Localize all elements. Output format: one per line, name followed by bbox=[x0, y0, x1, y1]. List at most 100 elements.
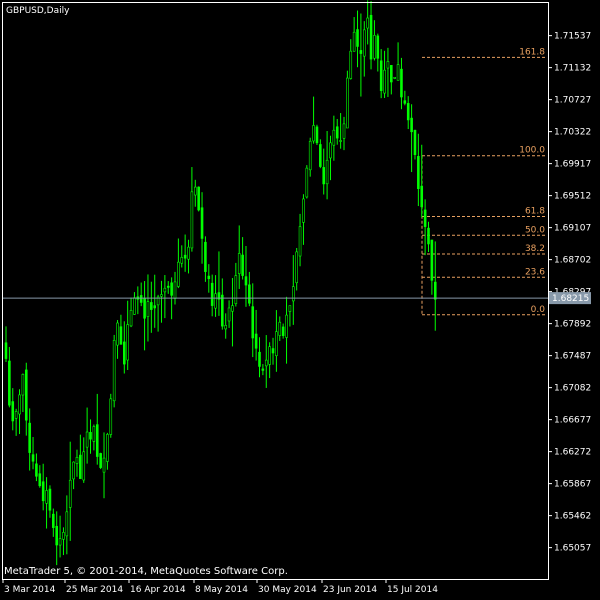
candle-body bbox=[308, 140, 312, 171]
candle-body bbox=[362, 29, 366, 57]
candle-body bbox=[322, 167, 326, 185]
fibonacci-level-label: 50.0 bbox=[525, 225, 545, 235]
candle-body bbox=[68, 479, 72, 508]
candle-body bbox=[335, 126, 339, 139]
candle-body bbox=[417, 156, 420, 189]
candle-body bbox=[271, 348, 275, 354]
candle-body bbox=[52, 513, 55, 528]
candle-body bbox=[82, 451, 86, 481]
candle-body bbox=[41, 481, 45, 502]
candle-body bbox=[319, 144, 322, 167]
candle-body bbox=[373, 35, 376, 59]
price-tick-label: 1.70322 bbox=[554, 128, 591, 138]
candle-body bbox=[146, 301, 150, 317]
price-tick-label: 1.65057 bbox=[554, 544, 591, 554]
candle-body bbox=[420, 185, 424, 208]
candle-body bbox=[400, 68, 403, 98]
candle-body bbox=[254, 333, 258, 349]
candle-body bbox=[72, 461, 75, 480]
candle-body bbox=[366, 17, 369, 29]
candle-body bbox=[329, 142, 332, 159]
price-tick-label: 1.68702 bbox=[554, 256, 591, 266]
candle-body bbox=[302, 198, 305, 223]
candle-body bbox=[116, 322, 119, 346]
candle-body bbox=[193, 186, 197, 196]
candle-body bbox=[62, 532, 65, 540]
candle-body bbox=[396, 64, 400, 81]
candle-body bbox=[288, 305, 292, 312]
fibonacci-level-label: 61.8 bbox=[525, 206, 545, 216]
candle-body bbox=[126, 324, 129, 361]
date-tick-label: 23 Jun 2014 bbox=[323, 585, 377, 595]
candle-body bbox=[102, 457, 106, 473]
candle-body bbox=[224, 325, 227, 330]
candle-body bbox=[75, 457, 79, 464]
date-tick-label: 15 Jul 2014 bbox=[387, 585, 438, 595]
candle-body bbox=[79, 454, 82, 479]
candle-body bbox=[268, 346, 271, 365]
candle-body bbox=[383, 69, 386, 94]
candle-body bbox=[4, 342, 8, 359]
candle-body bbox=[150, 302, 153, 310]
candle-body bbox=[119, 326, 123, 345]
candle-body bbox=[369, 14, 373, 60]
price-tick-label: 1.70727 bbox=[554, 96, 591, 106]
candle-body bbox=[200, 207, 204, 239]
price-tick-label: 1.67892 bbox=[554, 320, 591, 330]
candle-body bbox=[349, 50, 353, 79]
candle-body bbox=[156, 296, 160, 306]
candle-body bbox=[423, 209, 427, 227]
price-tick-label: 1.65867 bbox=[554, 480, 591, 490]
fibonacci-level-label: 0.0 bbox=[531, 305, 546, 315]
candle-body bbox=[258, 351, 261, 367]
fibonacci-level-label: 100.0 bbox=[519, 146, 545, 156]
candle-body bbox=[207, 275, 211, 280]
candle-body bbox=[95, 424, 99, 457]
candle-body bbox=[14, 411, 18, 419]
candle-body bbox=[55, 525, 59, 546]
candle-body bbox=[261, 368, 265, 371]
candle-body bbox=[241, 254, 244, 276]
candle-body bbox=[339, 140, 342, 142]
price-tick-label: 1.66677 bbox=[554, 416, 591, 426]
candle-body bbox=[312, 125, 315, 142]
candle-body bbox=[24, 369, 28, 421]
price-tick-label: 1.71132 bbox=[554, 64, 591, 74]
bid-price-box bbox=[549, 292, 591, 305]
candle-body bbox=[285, 314, 288, 338]
candle-body bbox=[187, 246, 190, 260]
candle-body bbox=[210, 282, 214, 306]
candle-body bbox=[376, 35, 380, 59]
price-tick-label: 1.67487 bbox=[554, 352, 591, 362]
candle-body bbox=[234, 275, 238, 304]
bid-price-label: 1.68215 bbox=[552, 294, 589, 304]
candle-body bbox=[190, 191, 194, 249]
candles-layer bbox=[4, 0, 437, 566]
price-tick-label: 1.69512 bbox=[554, 192, 591, 202]
price-tick-label: 1.71537 bbox=[554, 32, 591, 42]
fibonacci-layer: 161.8 100.0 61.8 50.0 38.2 23.6 0.0 bbox=[421, 47, 546, 316]
candle-body bbox=[35, 463, 38, 477]
candle-body bbox=[177, 261, 180, 287]
candle-body bbox=[406, 103, 410, 121]
candle-body bbox=[45, 490, 48, 504]
candle-body bbox=[352, 31, 356, 52]
candle-body bbox=[281, 326, 285, 336]
price-tick-label: 1.67082 bbox=[554, 384, 591, 394]
candle-body bbox=[31, 454, 35, 462]
candle-body bbox=[180, 257, 184, 264]
date-tick-label: 30 May 2014 bbox=[258, 585, 317, 595]
candle-body bbox=[244, 276, 248, 286]
candle-body bbox=[427, 227, 430, 245]
candle-body bbox=[173, 281, 177, 299]
time-axis: 3 Mar 2014 25 Mar 2014 16 Apr 2014 8 May 20… bbox=[2, 579, 438, 595]
candle-body bbox=[386, 61, 390, 69]
price-tick-label: 1.65462 bbox=[554, 512, 591, 522]
candle-body bbox=[433, 281, 437, 300]
candle-body bbox=[129, 310, 133, 327]
candle-body bbox=[251, 306, 255, 339]
candle-body bbox=[139, 295, 143, 303]
candle-body bbox=[390, 65, 393, 83]
symbol-title: GBPUSD,Daily bbox=[6, 6, 70, 16]
